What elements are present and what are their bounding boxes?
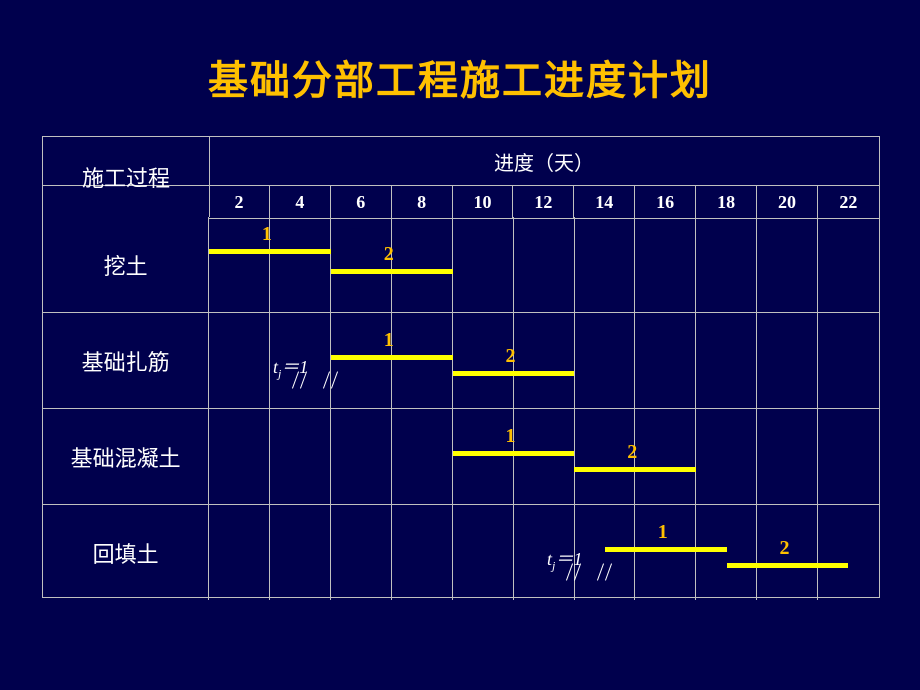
bar-label: 2 — [627, 441, 637, 464]
row-label: 回填土 — [43, 505, 209, 600]
slide-title: 基础分部工程施工进度计划 — [0, 48, 920, 106]
bar-label: 2 — [506, 345, 516, 368]
tick-20: 20 — [757, 186, 818, 218]
gantt-bar — [331, 269, 453, 274]
gantt-row: 基础扎筋12tj＝1 — [43, 313, 879, 409]
interval-tick — [292, 371, 308, 389]
gantt-row: 基础混凝土 1 2 — [43, 409, 879, 505]
tick-8: 8 — [392, 186, 453, 218]
gantt-row: 回填土12tj＝1 — [43, 505, 879, 600]
header-process: 施工过程 — [43, 137, 210, 217]
interval-tick — [323, 371, 339, 389]
bar-label: 1 — [506, 425, 516, 448]
tick-4: 4 — [270, 186, 331, 218]
bar-label: 2 — [780, 537, 790, 560]
bar-label: 1 — [262, 223, 272, 246]
bar-label: 1 — [658, 521, 668, 544]
bar-label: 1 — [384, 329, 394, 352]
gantt-row: 挖土 1 2 — [43, 217, 879, 313]
tick-22: 22 — [818, 186, 879, 218]
gantt-bar — [574, 467, 696, 472]
row-label: 基础扎筋 — [43, 313, 209, 408]
tick-16: 16 — [635, 186, 696, 218]
gantt-bar — [453, 371, 575, 376]
interval-tick — [566, 563, 582, 581]
gantt-bar — [605, 547, 727, 552]
row-label: 基础混凝土 — [43, 409, 209, 504]
gantt-bar — [331, 355, 453, 360]
gantt-bar — [453, 451, 575, 456]
gantt-body: 挖土12基础扎筋12tj＝1基础混凝土12回填土12tj＝1 — [43, 217, 879, 597]
tick-12: 12 — [513, 186, 574, 218]
tick-14: 14 — [574, 186, 635, 218]
gantt-bar — [727, 563, 849, 568]
bar-label: 2 — [384, 243, 394, 266]
header-days: 进度（天） — [209, 137, 879, 185]
gantt-bar — [209, 249, 331, 254]
tick-6: 6 — [331, 186, 392, 218]
tick-row: 246810121416182022 — [209, 186, 879, 219]
row-label: 挖土 — [43, 217, 209, 312]
tick-10: 10 — [453, 186, 514, 218]
tick-2: 2 — [209, 186, 270, 218]
gantt-table: 施工过程 进度（天） 246810121416182022 挖土12基础扎筋12… — [42, 136, 880, 598]
tick-18: 18 — [696, 186, 757, 218]
interval-tick — [597, 563, 613, 581]
